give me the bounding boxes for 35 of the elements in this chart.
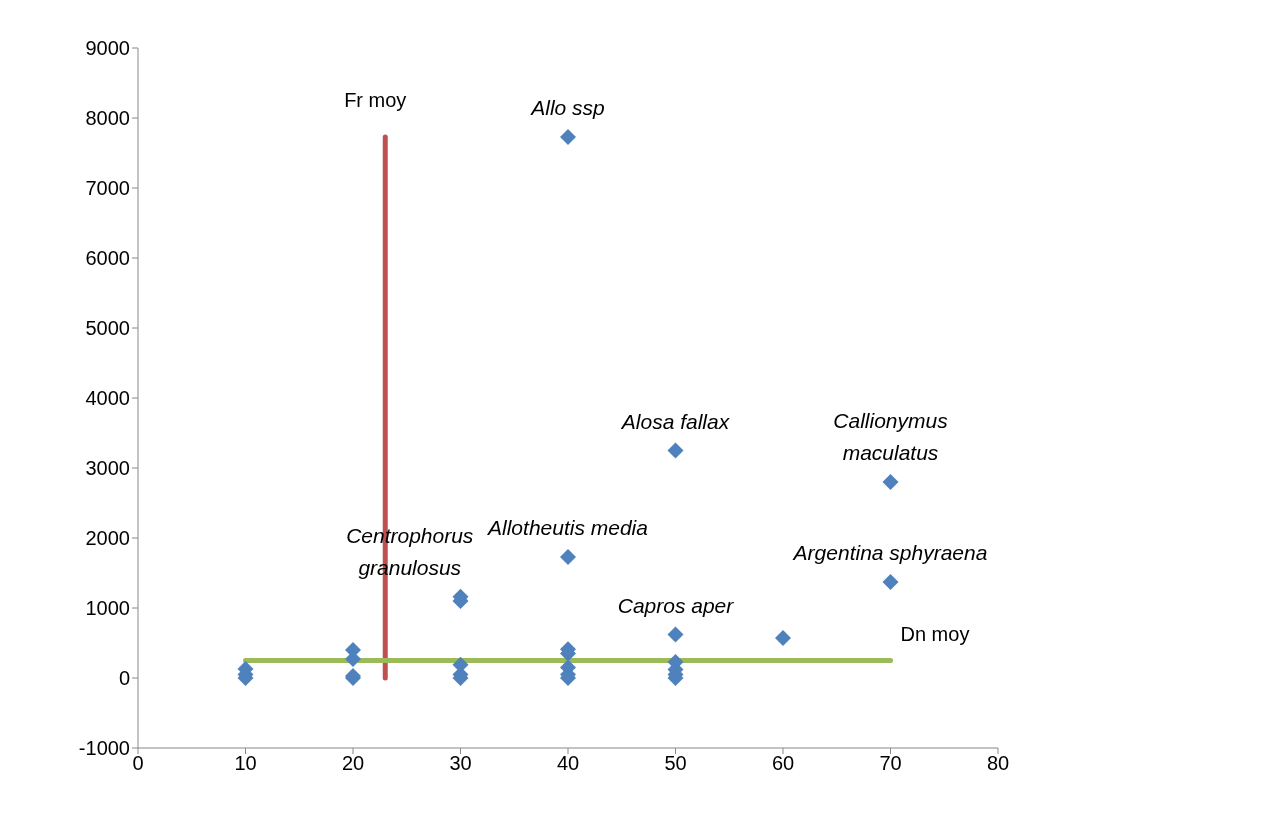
annotation: Argentina sphyraena (791, 541, 988, 565)
y-tick-label: 8000 (85, 107, 130, 130)
x-tick-label: 40 (556, 752, 580, 775)
x-tick-label: 60 (771, 752, 795, 775)
y-tick-label: 7000 (85, 177, 130, 200)
x-tick-label: 10 (234, 752, 257, 775)
point (667, 626, 684, 643)
x-tick-label: 80 (986, 752, 1010, 775)
point (560, 548, 576, 565)
point (775, 630, 791, 647)
y-tick-label: 6000 (85, 247, 130, 270)
y-tick-label: 1000 (85, 597, 130, 620)
point (882, 574, 899, 591)
annotation: Allotheutis media (486, 515, 648, 539)
annotation: Alosa fallax (619, 409, 731, 433)
annotation: Callionymus maculatus (833, 409, 949, 464)
point (882, 474, 899, 490)
y-tick-label: -1000 (78, 737, 130, 760)
y-tick-label: 2000 (85, 527, 130, 550)
y-tick-label: 4000 (85, 387, 130, 410)
y-tick-label: 5000 (85, 317, 130, 340)
y-tick-label: 0 (118, 667, 130, 690)
x-tick-label: 30 (449, 752, 472, 775)
point (667, 442, 684, 459)
y-tick-label: 3000 (85, 457, 130, 480)
y-tick-label: 9000 (85, 37, 130, 60)
point (560, 128, 576, 145)
annotation: Capros aper (617, 593, 735, 617)
series-label: Dn moy (900, 622, 970, 645)
x-tick-label: 0 (132, 752, 144, 775)
annotation: Allo ssp (529, 95, 605, 119)
x-tick-label: 20 (341, 752, 365, 775)
x-tick-label: 50 (664, 752, 687, 775)
x-tick-label: 70 (879, 752, 902, 775)
series-label: Fr moy (344, 88, 407, 111)
